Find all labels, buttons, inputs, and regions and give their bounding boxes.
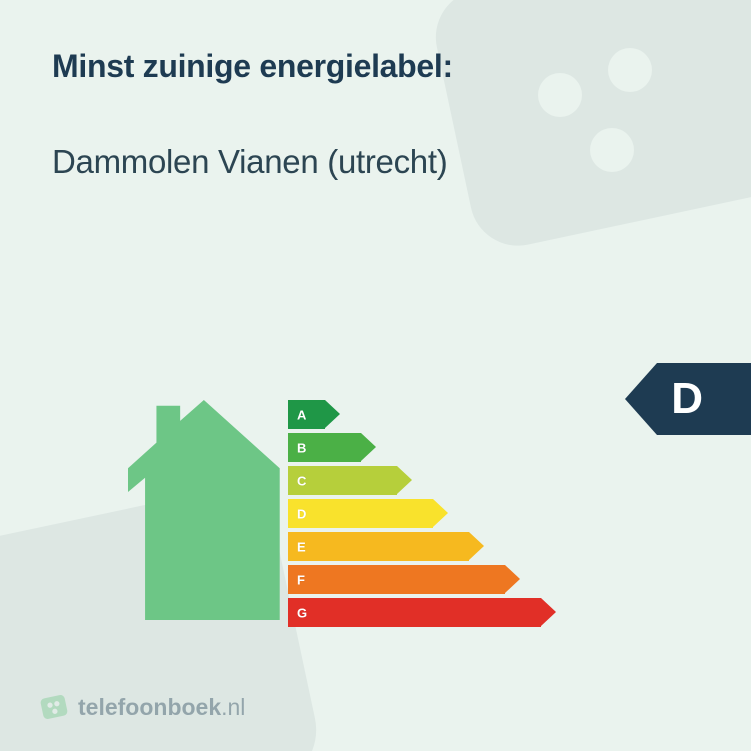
rating-badge-tip bbox=[625, 363, 657, 435]
energy-chart: A B C D E F G bbox=[128, 378, 628, 638]
footer-text-light: .nl bbox=[221, 694, 245, 720]
page-title: Minst zuinige energielabel: bbox=[52, 48, 699, 85]
energy-bar-a: A bbox=[288, 400, 556, 429]
energy-bars: A B C D E F G bbox=[288, 400, 556, 631]
rating-badge-body: D bbox=[657, 363, 751, 435]
energy-bar-label: D bbox=[297, 506, 306, 521]
house-icon bbox=[128, 400, 288, 620]
rating-badge: D bbox=[625, 363, 751, 435]
energy-bar-b: B bbox=[288, 433, 556, 462]
rating-badge-letter: D bbox=[671, 374, 703, 424]
energy-bar-label: G bbox=[297, 605, 307, 620]
footer-text-bold: telefoonboek bbox=[78, 694, 221, 720]
energy-bar-g: G bbox=[288, 598, 556, 627]
page-subtitle: Dammolen Vianen (utrecht) bbox=[52, 143, 699, 181]
energy-bar-label: A bbox=[297, 407, 306, 422]
energy-bar-c: C bbox=[288, 466, 556, 495]
energy-bar-f: F bbox=[288, 565, 556, 594]
energy-bar-label: C bbox=[297, 473, 306, 488]
energy-bar-label: B bbox=[297, 440, 306, 455]
footer-text: telefoonboek.nl bbox=[78, 694, 245, 721]
energy-bar-label: E bbox=[297, 539, 306, 554]
energy-bar-e: E bbox=[288, 532, 556, 561]
content-area: Minst zuinige energielabel: Dammolen Via… bbox=[0, 0, 751, 181]
energy-bar-label: F bbox=[297, 572, 305, 587]
energy-bar-d: D bbox=[288, 499, 556, 528]
footer-logo: telefoonboek.nl bbox=[40, 693, 245, 721]
phonebook-icon bbox=[37, 690, 70, 723]
